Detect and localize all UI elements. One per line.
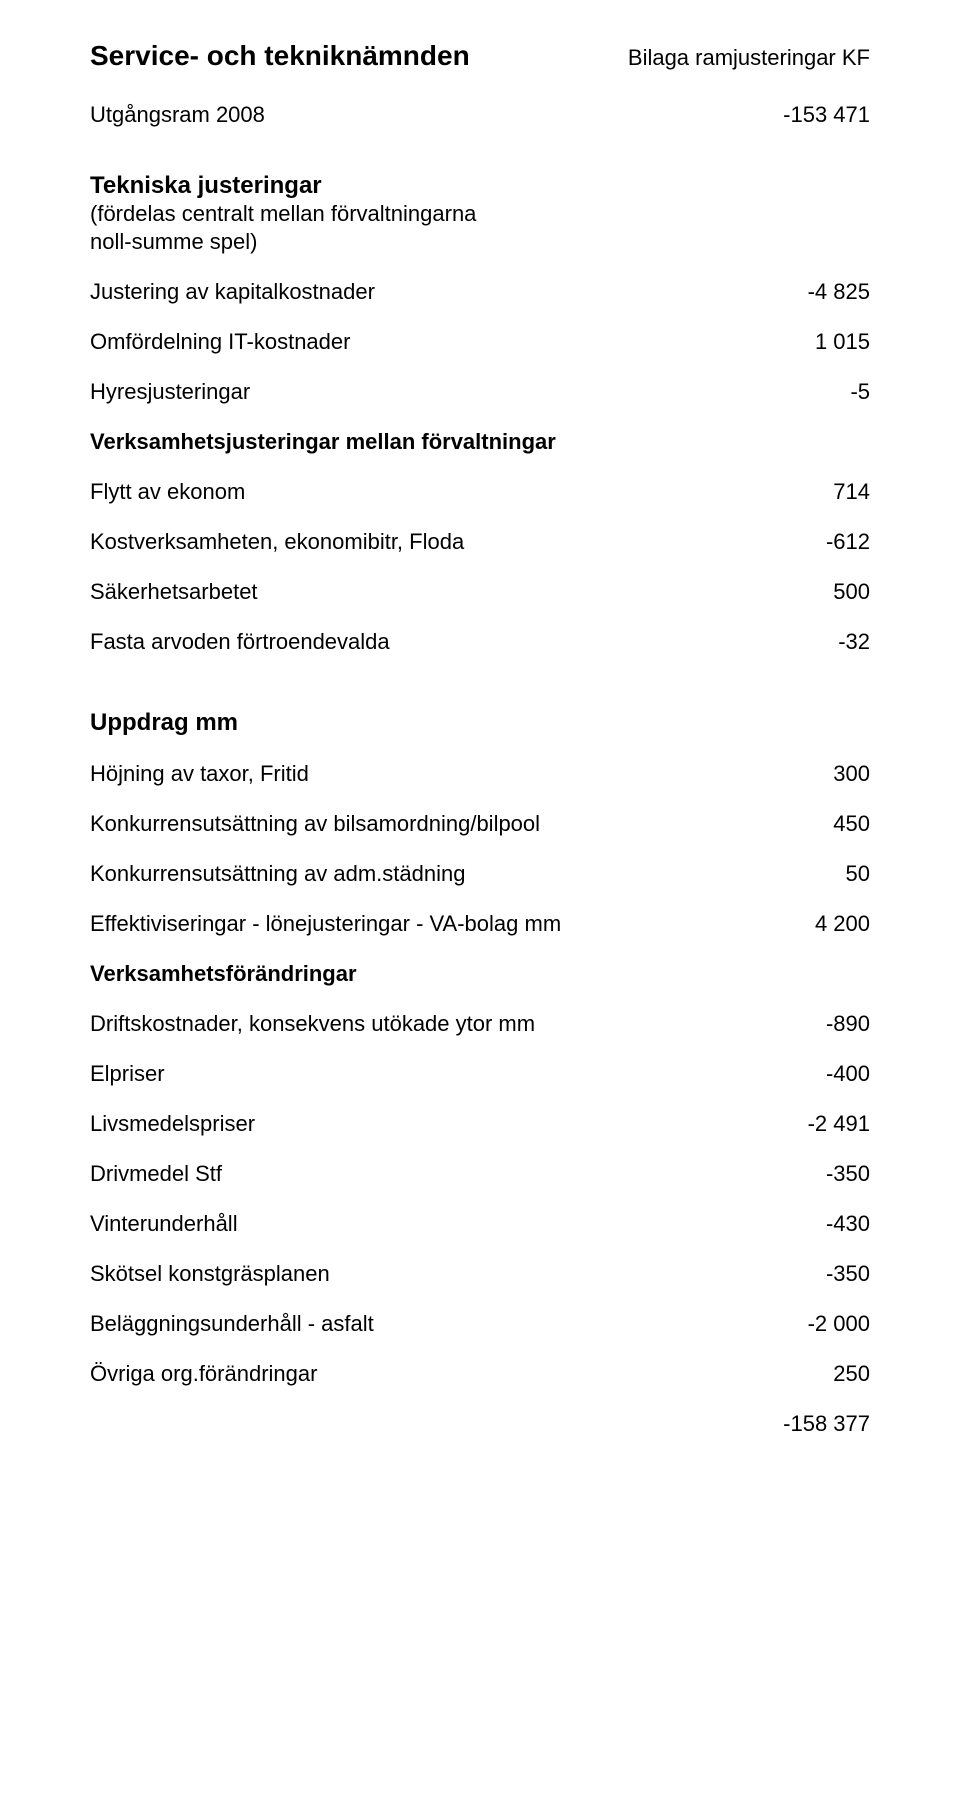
verk-for-row-value: -890 bbox=[826, 1011, 870, 1037]
verk-for-row-label: Övriga org.förändringar bbox=[90, 1361, 317, 1387]
uppdrag-row-value: 50 bbox=[846, 861, 870, 887]
tech-row-value: -5 bbox=[850, 379, 870, 405]
verk-for-row: Drivmedel Stf -350 bbox=[90, 1161, 870, 1187]
appendix-label: Bilaga ramjusteringar KF bbox=[628, 45, 870, 71]
uppdrag-row: Effektiviseringar - lönejusteringar - VA… bbox=[90, 911, 870, 937]
baseline-value: -153 471 bbox=[783, 102, 870, 128]
verk-for-row-value: -2 000 bbox=[808, 1311, 870, 1337]
verk-for-row: Skötsel konstgräsplanen -350 bbox=[90, 1261, 870, 1287]
uppdrag-row-value: 4 200 bbox=[815, 911, 870, 937]
uppdrag-row: Konkurrensutsättning av adm.städning 50 bbox=[90, 861, 870, 887]
verk-just-row-label: Flytt av ekonom bbox=[90, 479, 245, 505]
tech-row-label: Hyresjusteringar bbox=[90, 379, 250, 405]
verk-just-row-value: -32 bbox=[838, 629, 870, 655]
verk-just-row: Flytt av ekonom 714 bbox=[90, 479, 870, 505]
total-value: -158 377 bbox=[783, 1411, 870, 1437]
page-title: Service- och tekniknämnden bbox=[90, 40, 470, 72]
tech-row: Omfördelning IT-kostnader 1 015 bbox=[90, 329, 870, 355]
verk-just-title: Verksamhetsjusteringar mellan förvaltnin… bbox=[90, 429, 870, 455]
verk-for-row-label: Skötsel konstgräsplanen bbox=[90, 1261, 330, 1287]
verk-just-row: Säkerhetsarbetet 500 bbox=[90, 579, 870, 605]
verk-for-row: Vinterunderhåll -430 bbox=[90, 1211, 870, 1237]
verk-just-row-value: -612 bbox=[826, 529, 870, 555]
verk-for-row: Övriga org.förändringar 250 bbox=[90, 1361, 870, 1387]
tech-row: Justering av kapitalkostnader -4 825 bbox=[90, 279, 870, 305]
verk-for-title: Verksamhetsförändringar bbox=[90, 961, 870, 987]
verk-for-row-value: -400 bbox=[826, 1061, 870, 1087]
verk-for-row: Elpriser -400 bbox=[90, 1061, 870, 1087]
uppdrag-row-label: Konkurrensutsättning av bilsamordning/bi… bbox=[90, 811, 540, 837]
verk-for-row-value: -350 bbox=[826, 1261, 870, 1287]
verk-just-row-value: 714 bbox=[833, 479, 870, 505]
uppdrag-row-label: Höjning av taxor, Fritid bbox=[90, 761, 309, 787]
uppdrag-row: Höjning av taxor, Fritid 300 bbox=[90, 761, 870, 787]
tech-title: Tekniska justeringar bbox=[90, 172, 870, 200]
verk-for-row-value: -2 491 bbox=[808, 1111, 870, 1137]
document-header: Service- och tekniknämnden Bilaga ramjus… bbox=[90, 40, 870, 72]
verk-for-row-label: Vinterunderhåll bbox=[90, 1211, 238, 1237]
verk-just-row-label: Fasta arvoden förtroendevalda bbox=[90, 629, 390, 655]
total-row: -158 377 bbox=[90, 1411, 870, 1437]
verk-for-row: Livsmedelspriser -2 491 bbox=[90, 1111, 870, 1137]
tech-row-label: Justering av kapitalkostnader bbox=[90, 279, 375, 305]
verk-for-row: Driftskostnader, konsekvens utökade ytor… bbox=[90, 1011, 870, 1037]
tech-row-label: Omfördelning IT-kostnader bbox=[90, 329, 350, 355]
verk-for-row-value: -430 bbox=[826, 1211, 870, 1237]
verk-for-row-value: 250 bbox=[833, 1361, 870, 1387]
tech-note-line1: (fördelas centralt mellan förvaltningarn… bbox=[90, 200, 870, 228]
verk-for-row: Beläggningsunderhåll - asfalt -2 000 bbox=[90, 1311, 870, 1337]
verk-just-row: Fasta arvoden förtroendevalda -32 bbox=[90, 629, 870, 655]
verk-for-row-label: Beläggningsunderhåll - asfalt bbox=[90, 1311, 374, 1337]
uppdrag-row: Konkurrensutsättning av bilsamordning/bi… bbox=[90, 811, 870, 837]
tech-section: Tekniska justeringar (fördelas centralt … bbox=[90, 172, 870, 255]
uppdrag-row-label: Konkurrensutsättning av adm.städning bbox=[90, 861, 465, 887]
verk-just-row-label: Kostverksamheten, ekonomibitr, Floda bbox=[90, 529, 464, 555]
tech-row-value: 1 015 bbox=[815, 329, 870, 355]
verk-for-row-label: Driftskostnader, konsekvens utökade ytor… bbox=[90, 1011, 535, 1037]
verk-just-row-label: Säkerhetsarbetet bbox=[90, 579, 258, 605]
uppdrag-row-label: Effektiviseringar - lönejusteringar - VA… bbox=[90, 911, 561, 937]
verk-for-row-label: Drivmedel Stf bbox=[90, 1161, 222, 1187]
uppdrag-row-value: 450 bbox=[833, 811, 870, 837]
uppdrag-title: Uppdrag mm bbox=[90, 709, 870, 737]
baseline-label: Utgångsram 2008 bbox=[90, 102, 265, 128]
verk-for-row-label: Elpriser bbox=[90, 1061, 165, 1087]
tech-row-value: -4 825 bbox=[808, 279, 870, 305]
uppdrag-row-value: 300 bbox=[833, 761, 870, 787]
tech-note-line2: noll-summe spel) bbox=[90, 228, 870, 256]
verk-for-row-label: Livsmedelspriser bbox=[90, 1111, 255, 1137]
tech-row: Hyresjusteringar -5 bbox=[90, 379, 870, 405]
verk-just-row-value: 500 bbox=[833, 579, 870, 605]
verk-just-row: Kostverksamheten, ekonomibitr, Floda -61… bbox=[90, 529, 870, 555]
baseline-row: Utgångsram 2008 -153 471 bbox=[90, 102, 870, 128]
verk-for-row-value: -350 bbox=[826, 1161, 870, 1187]
